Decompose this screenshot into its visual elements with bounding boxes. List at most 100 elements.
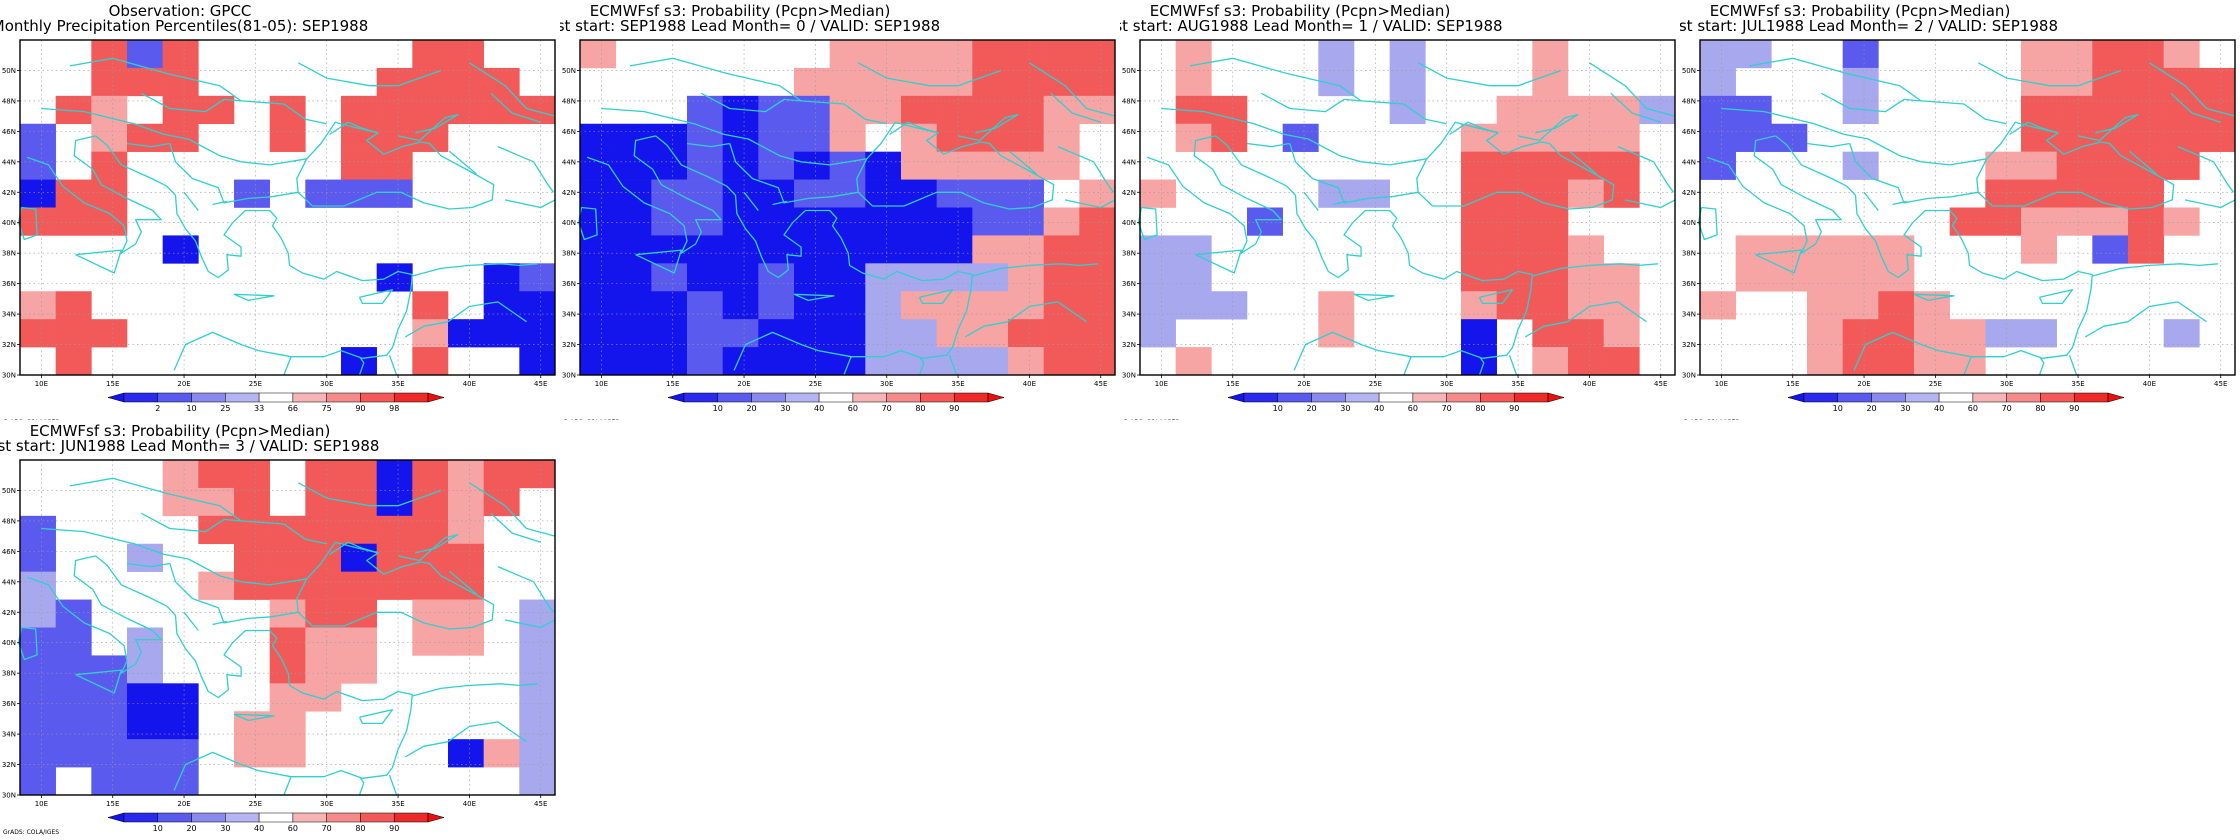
grid-cell [448,95,484,125]
coastline [126,562,170,568]
colorbar-segment [326,392,361,403]
colorbar-segment [1905,392,1940,403]
coastline [75,249,122,274]
lat-tick-label: 44N [1122,158,1136,166]
grid-cell [269,711,306,740]
coastline [412,683,538,697]
panel-subtitle: Monthly Precipitation Percentiles(81-05)… [0,17,368,35]
grid-cell [2056,40,2093,69]
colorbar-label: 60 [848,404,858,413]
grid-cell [269,123,306,152]
coastline [1755,249,1802,274]
colorbar-min-arrow [667,392,685,403]
lat-tick-label: 36N [1682,280,1696,288]
panel-lead-2: ECMWFsf s3: Probability (Pcpn>Median) Fc… [1680,0,2240,420]
panel-subtitle: Fcst start: JUN1988 Lead Month= 3 / VALI… [0,437,379,455]
map-panel-svg: ECMWFsf s3: Probability (Pcpn>Median) Fc… [1120,2,1676,420]
colorbar-segment [2073,392,2109,403]
grid-cell [1461,291,1497,320]
coastline [1610,92,1661,123]
grid-cell [936,151,973,180]
grid-cell [305,599,342,628]
coastline [358,776,365,796]
grid-cell [55,291,92,320]
coastline [635,249,682,274]
lon-tick-label: 20E [177,380,190,388]
grid-cell [1985,319,2022,348]
grid-cell [1043,291,1080,320]
grid-cell [376,515,413,545]
graticule [580,40,1115,375]
grid-cell [1043,67,1080,97]
grid-cell [412,487,449,517]
lon-tick-label: 10E [595,380,608,388]
colorbar-segment [785,392,820,403]
grid-cell [758,263,795,292]
colorbar-label: 90 [1509,404,1519,413]
grid-cell [376,95,413,125]
grid-cell [1043,347,1080,376]
coastline [469,62,556,117]
lat-tick-label: 36N [2,700,16,708]
grid-cell [2199,123,2236,152]
lon-tick-label: 15E [106,800,119,808]
grid-cell [234,543,270,572]
grid-cell [901,319,937,348]
grid-cell [651,347,688,376]
lon-tick-label: 30E [1440,380,1453,388]
grid-cell [483,291,520,320]
grid-cell [580,291,616,320]
grid-cell [91,67,128,97]
grid-cell [91,767,128,796]
coastline [2038,356,2045,376]
grid-cell [412,123,449,152]
coastline [75,669,122,694]
coastline [95,555,413,779]
grid-cell [972,207,1009,236]
grid-cell [55,207,92,236]
grid-cell [1568,123,1604,152]
colorbar-min-arrow [107,392,125,403]
grid-cell [1247,207,1283,236]
colorbar-label: 20 [1866,404,1876,413]
lon-tick-label: 45E [2214,380,2227,388]
colorbar-label: 10 [153,824,163,833]
grid-cell [1461,319,1497,348]
grid-cell [91,319,128,348]
grid-cell [1603,179,1640,208]
grid-cell [1211,291,1248,320]
grid-cell [687,95,723,125]
panel-title: ECMWFsf s3: Probability (Pcpn>Median) [30,422,331,440]
grid-cell [91,655,128,684]
grid-cell [1043,123,1080,152]
lat-tick-label: 38N [2,250,16,258]
grid-cell [20,571,56,600]
grid-cell [1700,291,1736,320]
coastline [404,321,449,338]
colorbar-segment [123,812,159,823]
lat-tick-label: 36N [1122,280,1136,288]
colorbar-segment [1803,392,1839,403]
coastline [918,356,925,376]
coastline [918,289,954,305]
grid-cell [972,347,1009,376]
grid-cell [687,179,723,208]
grid-cell [519,739,556,768]
grid-cell [2163,95,2200,125]
grid-cell [1140,291,1176,320]
coastline [329,541,379,555]
grid-cell [758,235,795,264]
grid-cell [269,571,306,600]
lat-tick-label: 48N [2,517,16,525]
grid-cell [936,319,973,348]
grid-cell [687,207,723,236]
grid-cell [519,627,556,656]
grid-cell [936,95,973,125]
grid-cell [758,291,795,320]
lon-tick-label: 15E [1226,380,1239,388]
grid-cell [865,319,902,348]
grid-cell [269,515,306,545]
grid-cell [448,487,484,517]
lat-tick-label: 44N [2,158,16,166]
lon-tick-label: 20E [177,800,190,808]
